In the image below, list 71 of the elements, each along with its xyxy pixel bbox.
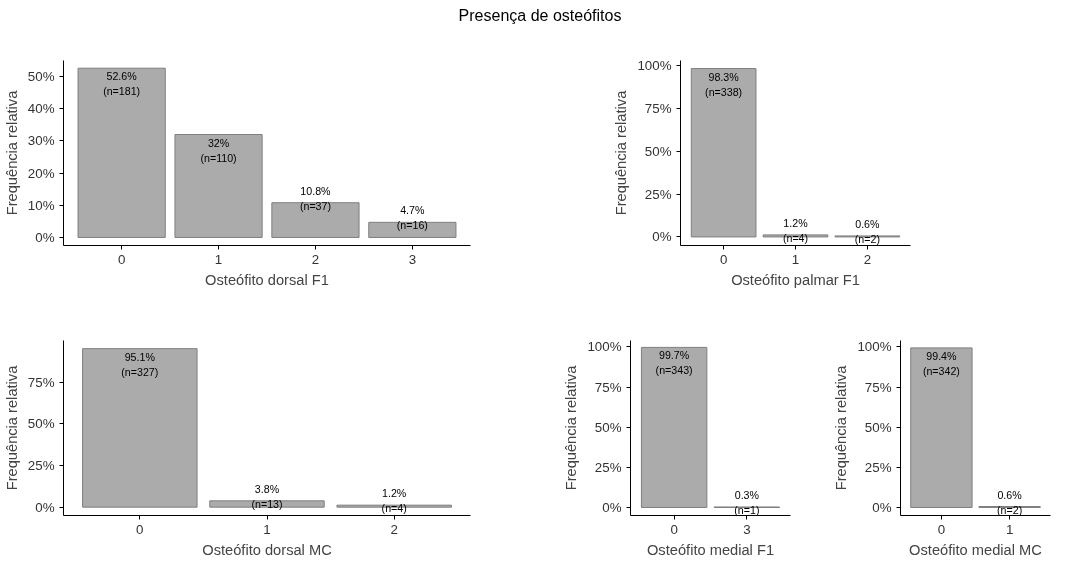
y-tick-label: 40%: [27, 101, 55, 117]
y-tick-label: 25%: [594, 459, 622, 475]
y-tick-label: 0%: [602, 499, 622, 515]
x-tick-label: 1: [214, 251, 223, 267]
x-tick-label: 3: [743, 521, 751, 537]
y-tick-label: 75%: [594, 379, 622, 395]
y-tick-label: 50%: [594, 419, 622, 435]
y-axis-title: Frequência relativa: [563, 364, 580, 491]
y-axis-title: Frequência relativa: [833, 364, 850, 491]
y-tick-label: 20%: [27, 165, 55, 181]
x-tick-label: 2: [311, 251, 320, 267]
data-label: 1.2% (n=4): [782, 216, 809, 244]
bar: [174, 134, 263, 238]
y-tick-label: 0%: [35, 499, 55, 515]
y-tick-label: 0%: [35, 229, 55, 245]
y-tick-label: 25%: [27, 458, 55, 473]
x-tick-label: 0: [136, 521, 144, 537]
bar: [209, 500, 325, 508]
y-tick-label: 100%: [587, 339, 622, 355]
data-label: 52.6% (n=181): [103, 70, 141, 98]
y-axis-title: Frequência relativa: [3, 89, 20, 216]
x-tick-label: 1: [791, 251, 800, 267]
y-tick-label: 75%: [644, 100, 672, 116]
data-label: 0.3% (n=1): [734, 488, 760, 516]
x-tick-label: 3: [408, 251, 417, 267]
y-tick-label: 100%: [637, 58, 672, 74]
y-axis-title: Frequência relativa: [3, 364, 20, 491]
bar: [77, 67, 166, 238]
text: Presença de osteófitos: [458, 6, 622, 26]
y-tick-label: 30%: [27, 133, 55, 149]
x-tick-label: 0: [670, 521, 678, 537]
data-label: 0.6% (n=2): [854, 217, 881, 245]
x-tick-label: 2: [390, 521, 398, 537]
x-tick-label: 0: [719, 251, 728, 267]
y-tick-label: 75%: [864, 379, 892, 395]
y-tick-label: 75%: [27, 374, 55, 390]
x-tick-label: 2: [863, 251, 872, 267]
y-tick-label: 50%: [864, 419, 892, 435]
x-axis-title: Osteófito medial F1: [646, 541, 775, 558]
y-tick-label: 0%: [652, 229, 672, 245]
x-axis-title: Osteófito medial MC: [909, 541, 1043, 558]
x-tick-label: 1: [263, 521, 271, 537]
y-tick-label: 25%: [864, 459, 892, 475]
bar: [82, 348, 198, 508]
y-tick-label: 10%: [27, 197, 55, 213]
x-axis-title: Osteófito dorsal MC: [202, 541, 333, 558]
y-tick-label: 100%: [857, 339, 892, 355]
y-tick-label: 50%: [27, 416, 55, 432]
y-tick-label: 25%: [644, 186, 672, 202]
data-label: 99.4% (n=342): [922, 349, 960, 377]
y-tick-label: 50%: [644, 143, 672, 159]
x-axis-title: Osteófito dorsal F1: [205, 271, 329, 288]
data-label: 3.8% (n=13): [251, 482, 283, 510]
y-tick-label: 50%: [27, 69, 55, 85]
data-label: 98.3% (n=338): [705, 70, 743, 98]
data-label: 95.1% (n=327): [121, 350, 159, 378]
x-axis-title: Osteófito palmar F1: [731, 271, 860, 288]
data-label: 4.7% (n=16): [396, 204, 428, 232]
data-label: 99.7% (n=343): [655, 349, 693, 377]
bar: [271, 202, 360, 238]
x-tick-label: 0: [117, 251, 126, 267]
x-tick-label: 0: [937, 521, 946, 537]
data-label: 10.8% (n=37): [299, 184, 332, 212]
y-axis-title: Frequência relativa: [613, 89, 630, 216]
data-label: 1.2% (n=4): [381, 487, 407, 515]
data-label: 0.6% (n=2): [997, 488, 1023, 516]
bar: [690, 68, 757, 238]
data-label: 32% (n=110): [200, 136, 237, 164]
bar: [368, 221, 457, 238]
x-tick-label: 1: [1005, 521, 1014, 537]
y-tick-label: 0%: [872, 499, 892, 515]
